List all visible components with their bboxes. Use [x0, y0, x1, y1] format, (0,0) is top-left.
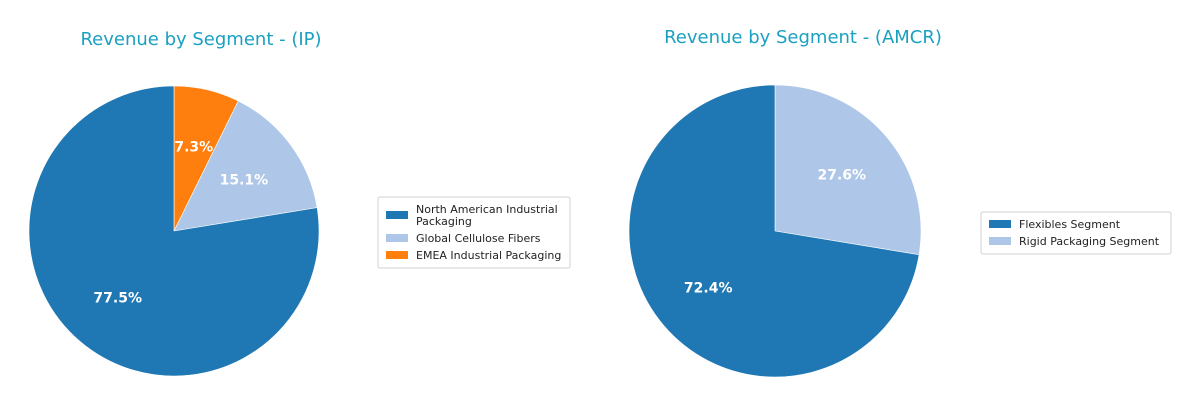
legend-label-emea-industrial-packaging: EMEA Industrial Packaging [416, 249, 561, 262]
pie-slice-rigid-packaging-segment [774, 84, 922, 256]
legend-amcr: Flexibles Segment Rigid Packaging Segment [980, 211, 1172, 255]
pie-slice-global-cellulose-fibers [173, 100, 318, 232]
legend-swatch-emea-industrial-packaging [386, 251, 408, 259]
legend-swatch-global-cellulose-fibers [386, 234, 408, 242]
pie-slices-ip [28, 85, 320, 377]
pie-slice-north-american-industrial-packaging [28, 85, 320, 377]
pie-slices-amcr [628, 84, 922, 378]
pie-label-flexibles-segment: 72.4% [684, 281, 733, 297]
pie-label-rigid-packaging-segment: 27.6% [818, 167, 867, 183]
legend-label-north-american-industrial-packaging: North American Industrial [416, 203, 558, 216]
legend-swatch-rigid-packaging-segment [989, 237, 1011, 245]
pie-label-emea-industrial-packaging: 7.3% [174, 139, 213, 155]
legend-swatch-flexibles-segment [989, 220, 1011, 228]
pie-label-global-cellulose-fibers: 15.1% [220, 172, 269, 188]
legend-label-flexibles-segment: Flexibles Segment [1019, 218, 1121, 231]
legend-swatch-north-american-industrial-packaging [386, 211, 408, 219]
pie-slice-flexibles-segment [628, 84, 920, 378]
pie-labels-amcr: 27.6% 72.4% [684, 167, 866, 296]
pie-chart-ip: Revenue by Segment - (IP) 7.3% 15.1% 77.5%… [28, 29, 571, 377]
chart-title-amcr: Revenue by Segment - (AMCR) [664, 27, 942, 48]
pie-label-north-american-industrial-packaging: 77.5% [93, 290, 142, 306]
pie-chart-amcr: Revenue by Segment - (AMCR) 27.6% 72.4% F… [628, 27, 1172, 378]
legend-frame [377, 196, 571, 269]
legend-label-global-cellulose-fibers: Global Cellulose Fibers [416, 232, 541, 245]
legend-label-north-american-industrial-packaging: Packaging [416, 215, 472, 228]
legend-frame [980, 211, 1172, 255]
pie-labels-ip: 7.3% 15.1% 77.5% [93, 139, 268, 306]
legend-label-rigid-packaging-segment: Rigid Packaging Segment [1019, 235, 1160, 248]
chart-title-ip: Revenue by Segment - (IP) [80, 29, 321, 50]
